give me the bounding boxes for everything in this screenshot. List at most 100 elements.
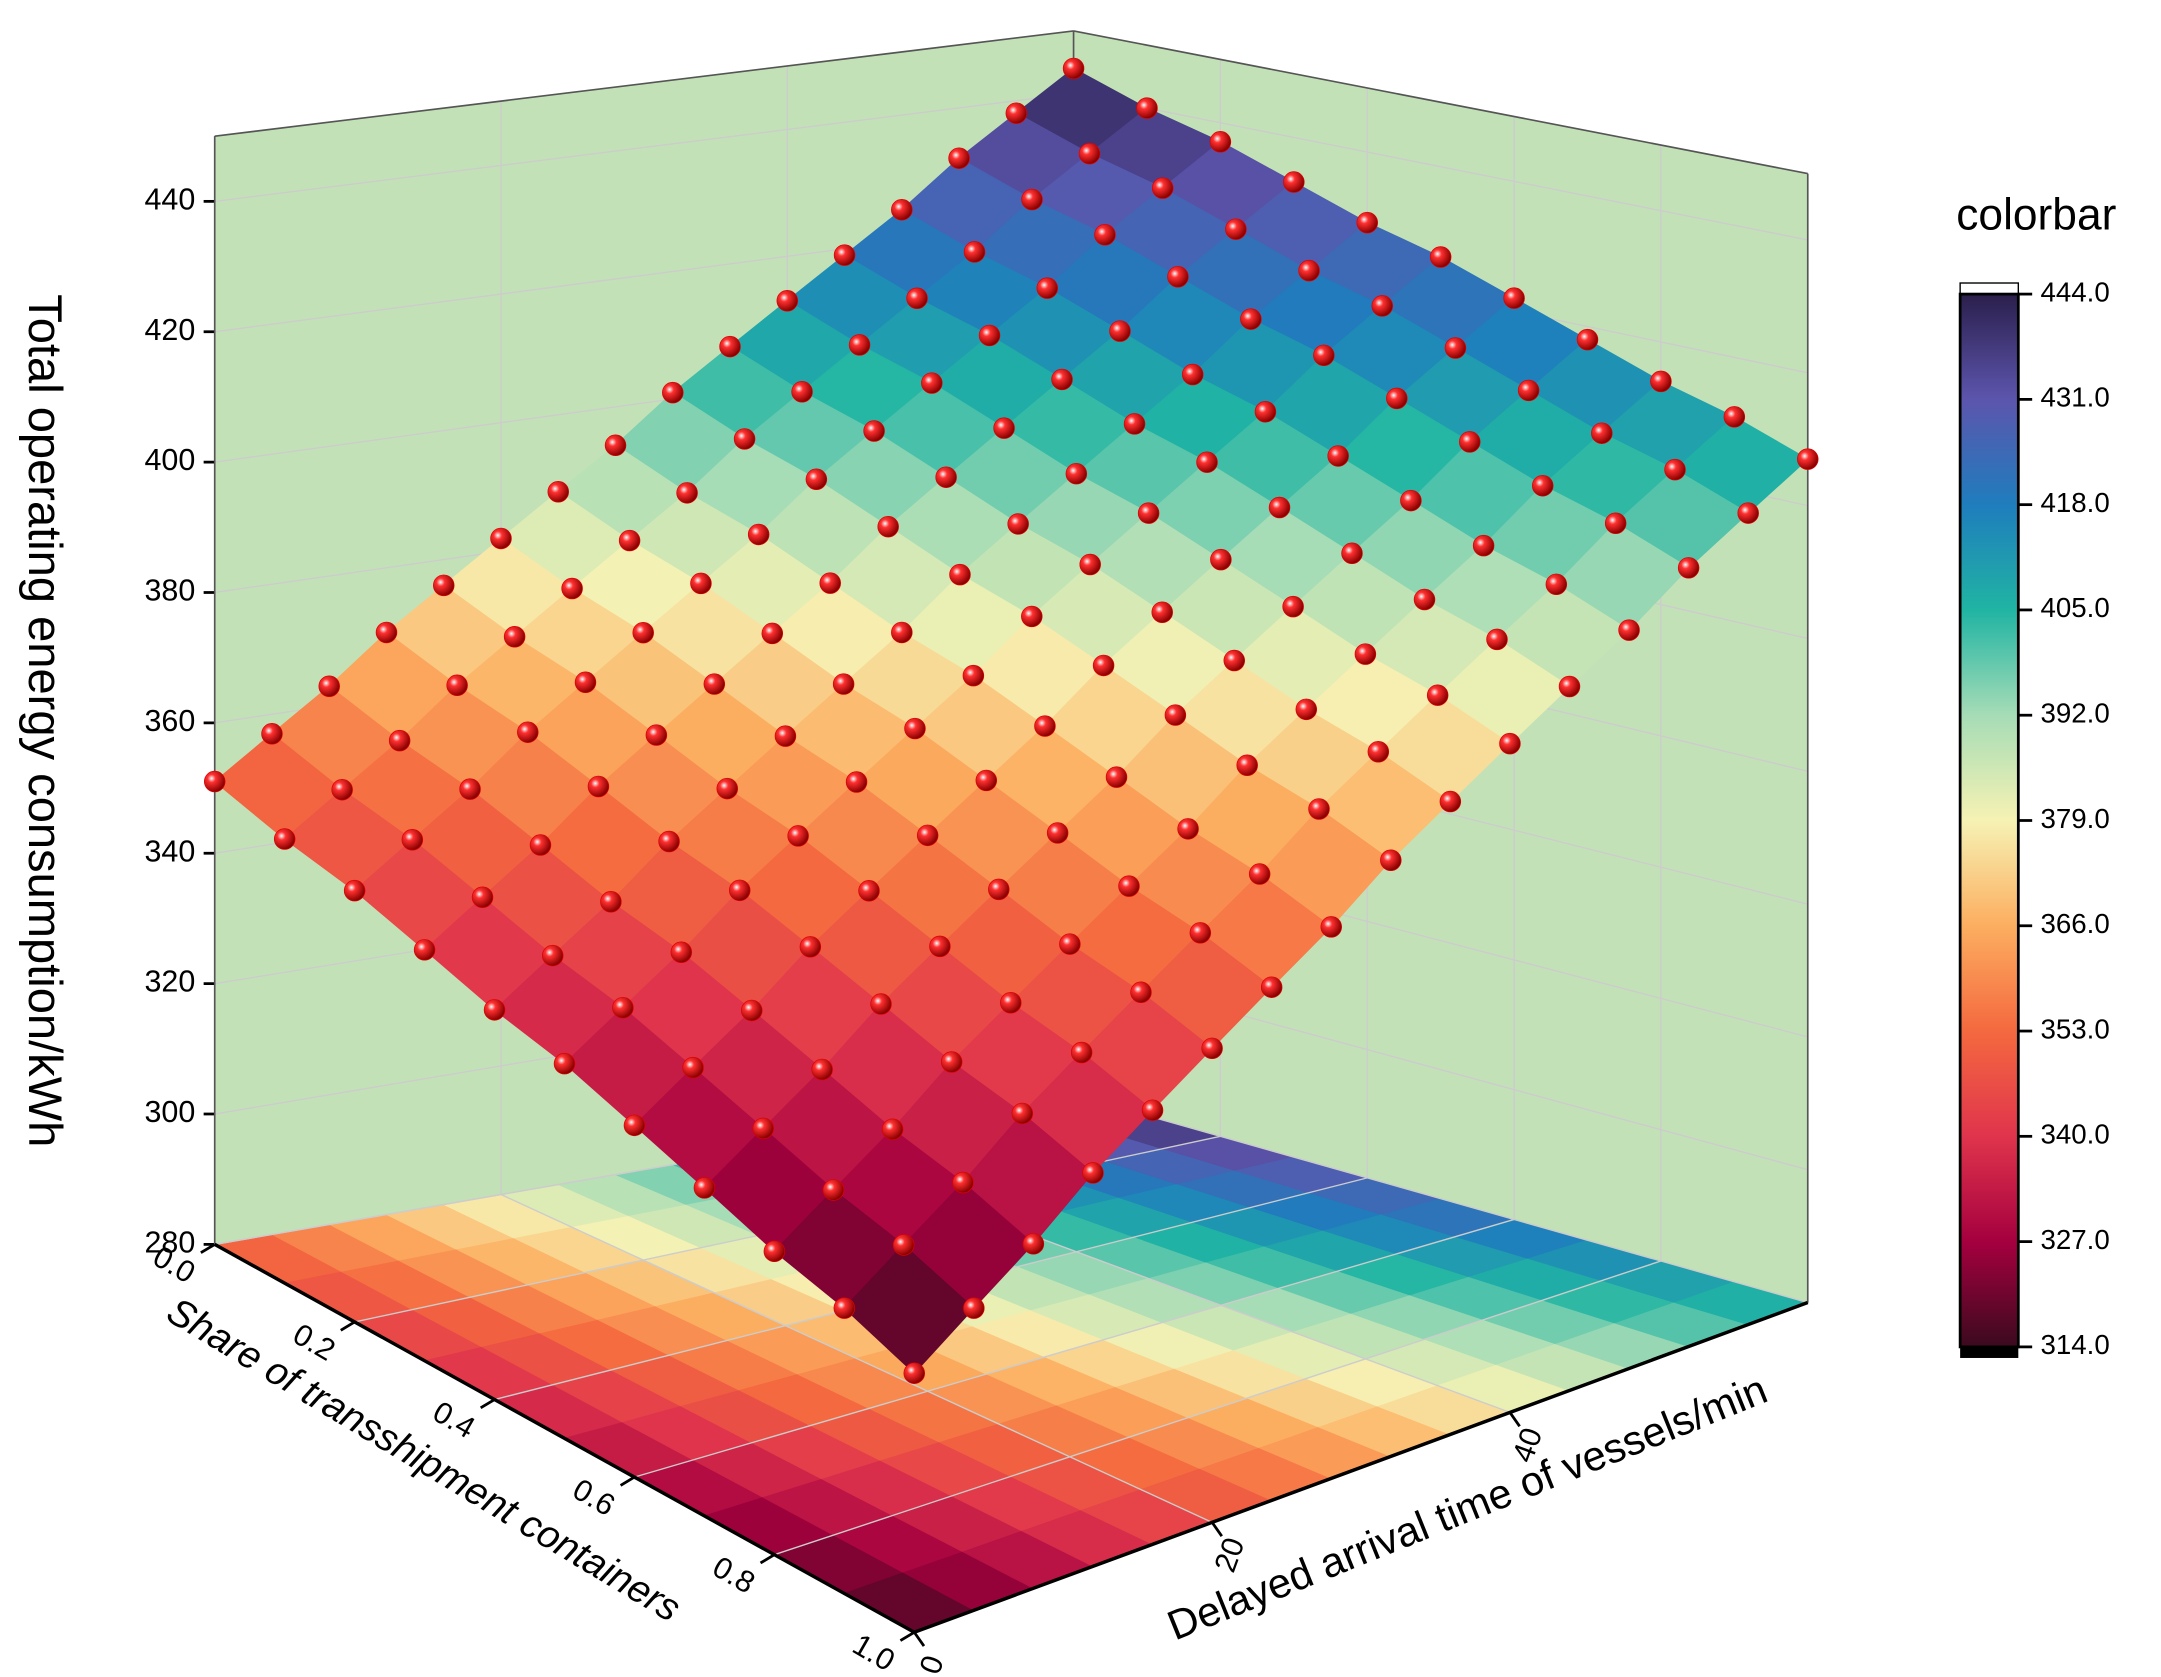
data-point bbox=[1260, 976, 1283, 998]
data-point bbox=[1354, 643, 1377, 665]
data-point bbox=[1558, 675, 1581, 698]
data-point bbox=[763, 1240, 786, 1263]
data-point bbox=[1177, 818, 1199, 840]
data-point bbox=[791, 381, 813, 403]
data-point bbox=[978, 324, 1001, 347]
z-tick-label: 320 bbox=[144, 965, 195, 999]
data-point bbox=[1092, 654, 1115, 677]
data-point bbox=[719, 335, 741, 358]
data-point bbox=[1503, 287, 1525, 309]
data-point bbox=[612, 996, 634, 1019]
data-point bbox=[877, 515, 899, 538]
data-point bbox=[1036, 277, 1058, 299]
data-point bbox=[645, 724, 668, 746]
data-point bbox=[600, 891, 622, 913]
data-point bbox=[935, 466, 957, 488]
data-point bbox=[690, 572, 712, 595]
data-point bbox=[490, 527, 512, 550]
data-point bbox=[1439, 790, 1462, 813]
colorbar-tick-label: 353.0 bbox=[2040, 1013, 2109, 1044]
data-point bbox=[1011, 1102, 1034, 1125]
colorbar-tick-label: 418.0 bbox=[2040, 487, 2109, 518]
data-point bbox=[733, 428, 756, 450]
data-point bbox=[1223, 649, 1245, 672]
data-point bbox=[1051, 368, 1073, 391]
data-point bbox=[574, 671, 597, 694]
data-point bbox=[1151, 601, 1173, 623]
data-point bbox=[541, 944, 564, 967]
data-point bbox=[1164, 704, 1187, 726]
z-tick-label: 340 bbox=[144, 834, 195, 868]
data-point bbox=[693, 1177, 716, 1199]
data-point bbox=[921, 372, 943, 394]
tick-mark bbox=[479, 1398, 496, 1410]
z-tick-label: 440 bbox=[144, 182, 195, 216]
data-point bbox=[553, 1052, 576, 1075]
data-point bbox=[1021, 605, 1043, 628]
data-point bbox=[682, 1056, 704, 1079]
data-point bbox=[1313, 344, 1335, 367]
data-point bbox=[703, 673, 726, 695]
data-point bbox=[1429, 246, 1452, 268]
data-point bbox=[676, 482, 698, 504]
data-point bbox=[618, 529, 641, 552]
data-point bbox=[1380, 849, 1402, 871]
data-point bbox=[949, 563, 971, 586]
data-point bbox=[1065, 462, 1088, 485]
data-point bbox=[728, 879, 751, 902]
data-point bbox=[904, 717, 926, 740]
z-tick-label: 420 bbox=[144, 313, 195, 347]
data-point bbox=[658, 830, 680, 853]
data-point bbox=[547, 481, 569, 503]
data-point bbox=[1531, 474, 1554, 497]
data-point bbox=[1797, 448, 1819, 470]
tick-mark bbox=[619, 1475, 636, 1487]
data-point bbox=[962, 664, 985, 687]
data-point bbox=[811, 1058, 833, 1081]
data-point bbox=[833, 244, 856, 266]
data-point bbox=[604, 434, 627, 457]
colorbar-tick-label: 314.0 bbox=[2040, 1329, 2109, 1360]
data-point bbox=[1034, 715, 1056, 737]
data-point bbox=[1021, 188, 1043, 211]
data-point bbox=[1136, 97, 1158, 119]
data-point bbox=[787, 825, 809, 847]
x-tick-label: 0 bbox=[913, 1651, 951, 1677]
data-point bbox=[1254, 401, 1277, 423]
z-axis-title: Total operating energy consumption/kWh bbox=[19, 294, 72, 1147]
data-point bbox=[1005, 102, 1028, 124]
data-point bbox=[1189, 922, 1212, 944]
data-point bbox=[1046, 822, 1069, 844]
data-point bbox=[273, 828, 296, 850]
colorbar-tick-label: 392.0 bbox=[2040, 698, 2109, 729]
data-point bbox=[1141, 1099, 1164, 1121]
data-point bbox=[1109, 320, 1131, 342]
tick-mark bbox=[1210, 1521, 1223, 1538]
data-point bbox=[1426, 684, 1449, 706]
tick-mark bbox=[759, 1553, 776, 1565]
data-point bbox=[401, 829, 424, 851]
colorbar-tick-label: 366.0 bbox=[2040, 908, 2109, 939]
data-point bbox=[517, 721, 539, 743]
data-point bbox=[845, 771, 868, 793]
data-point bbox=[1459, 431, 1481, 453]
data-point bbox=[752, 1117, 775, 1140]
data-point bbox=[1094, 223, 1116, 246]
data-point bbox=[1723, 406, 1746, 428]
data-point bbox=[1413, 588, 1436, 611]
data-point bbox=[952, 1171, 974, 1194]
data-point bbox=[963, 241, 986, 263]
colorbar-tick-label: 444.0 bbox=[2040, 276, 2109, 307]
data-point bbox=[740, 999, 763, 1022]
data-point bbox=[459, 778, 481, 800]
data-point bbox=[774, 725, 797, 747]
data-point bbox=[1591, 422, 1613, 444]
data-point bbox=[1079, 553, 1101, 576]
data-point bbox=[832, 673, 855, 695]
data-point bbox=[561, 577, 583, 600]
data-point bbox=[1664, 458, 1686, 481]
data-point bbox=[1308, 798, 1330, 820]
data-point bbox=[988, 878, 1010, 901]
data-point bbox=[632, 621, 654, 644]
tick-mark bbox=[200, 1243, 216, 1254]
